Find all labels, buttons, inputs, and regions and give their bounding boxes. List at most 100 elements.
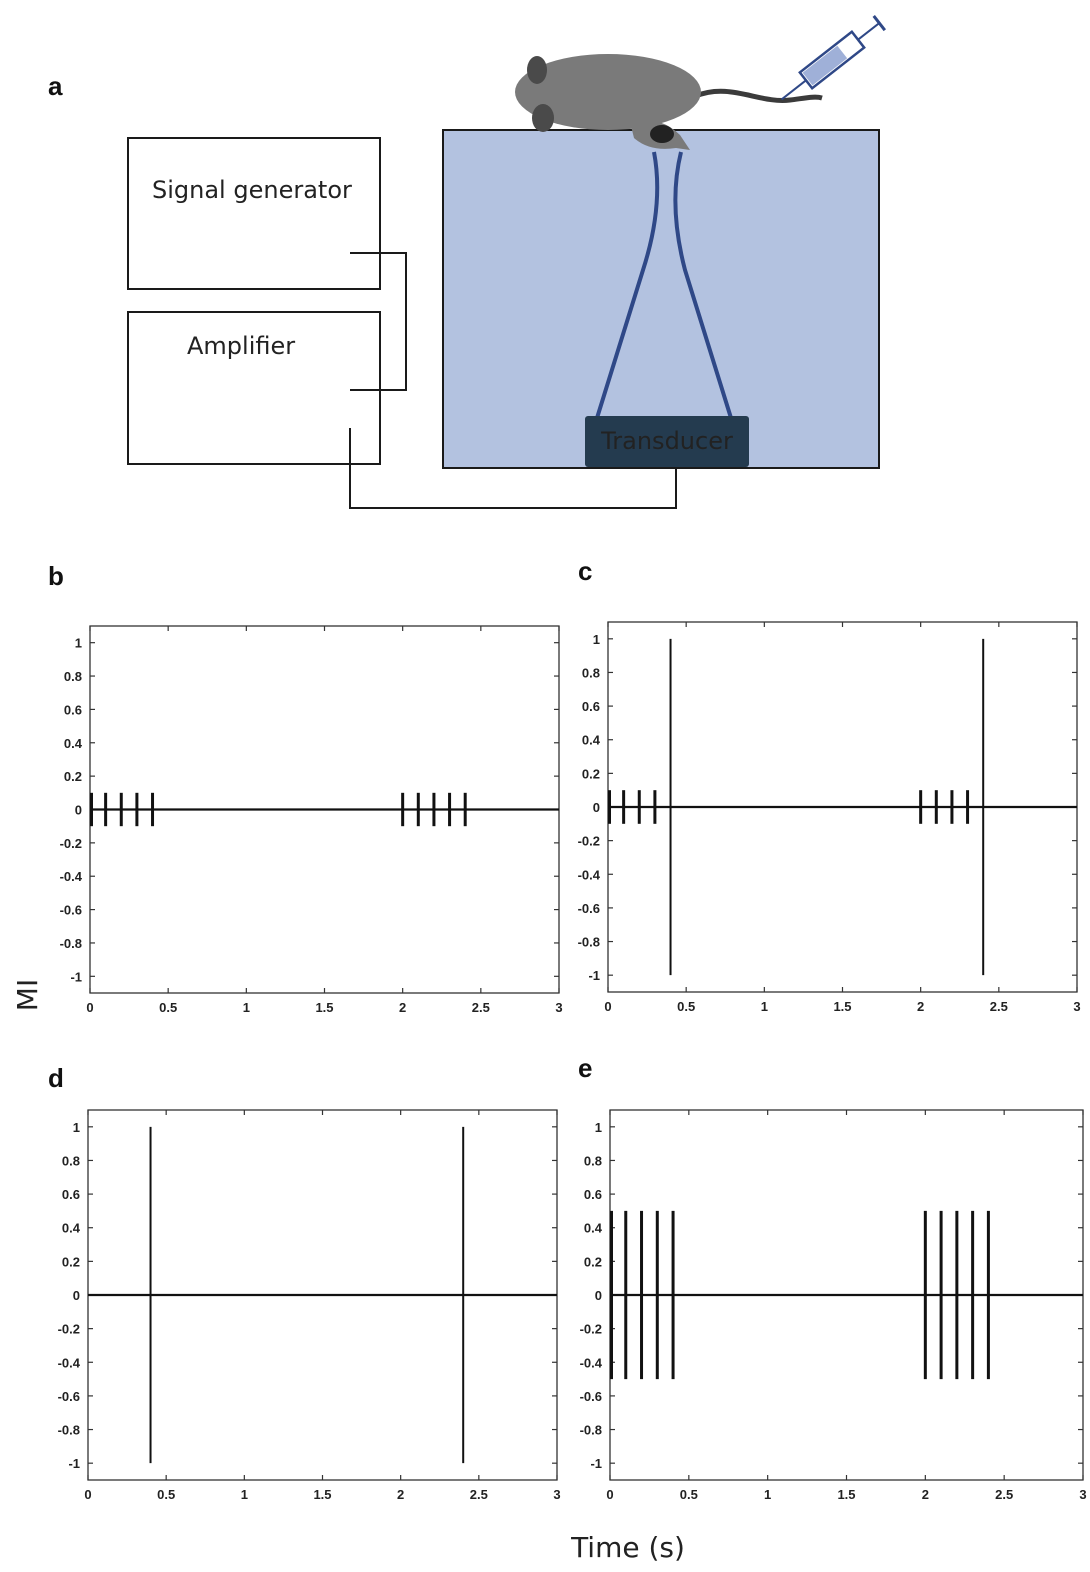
y-tick-label: -0.2 — [58, 1322, 80, 1337]
y-tick-label: -0.4 — [58, 1355, 81, 1370]
x-tick-label: 2 — [399, 1000, 406, 1015]
x-tick-label: 1.5 — [313, 1487, 331, 1502]
y-tick-label: 0.4 — [62, 1221, 81, 1236]
x-tick-label: 2 — [397, 1487, 404, 1502]
x-tick-label: 0.5 — [159, 1000, 177, 1015]
x-tick-label: 2.5 — [995, 1487, 1013, 1502]
y-tick-label: -0.8 — [580, 1423, 602, 1438]
syringe-plunger-rod — [857, 22, 880, 41]
x-tick-label: 0.5 — [157, 1487, 175, 1502]
x-tick-label: 1.5 — [315, 1000, 333, 1015]
y-tick-label: 0.6 — [62, 1187, 80, 1202]
panel-label-e: e — [578, 1053, 592, 1083]
x-tick-label: 1 — [243, 1000, 250, 1015]
chart-panel-b: 0 0.5 1 1.5 2 2.5 3 -1 -0.8 -0.6 -0.4 -0.2 0 0.2 0.4 0.… — [60, 625, 563, 1015]
x-tick-label: 0 — [84, 1487, 91, 1502]
mouse-head-dark — [650, 125, 674, 143]
y-tick-label: -0.8 — [578, 935, 600, 950]
syringe-plunger-cap — [872, 15, 887, 32]
y-tick-label: 0.6 — [582, 699, 600, 714]
mouse-illustration — [515, 54, 823, 150]
syringe-fluid — [802, 45, 848, 86]
x-tick-label: 0 — [604, 999, 611, 1014]
y-tick-label: 0.2 — [64, 769, 82, 784]
mouse-tail — [695, 88, 823, 103]
wire-amplifier-to-transducer — [349, 428, 677, 509]
y-tick-label: 0.4 — [64, 736, 83, 751]
amplifier-label: Amplifier — [187, 332, 295, 360]
amplifier-box — [127, 311, 381, 465]
x-tick-label: 1.5 — [833, 999, 851, 1014]
transducer-label: Transducer — [600, 427, 733, 455]
x-tick-label: 3 — [1079, 1487, 1086, 1502]
x-tick-label: 1 — [764, 1487, 771, 1502]
y-tick-label: 0.2 — [62, 1254, 80, 1269]
y-tick-label: 0.8 — [584, 1153, 602, 1168]
x-tick-label: 0 — [606, 1487, 613, 1502]
x-tick-label: 3 — [1073, 999, 1080, 1014]
y-tick-label: -0.2 — [60, 836, 82, 851]
syringe-illustration — [780, 15, 887, 101]
x-tick-label: 0.5 — [677, 999, 695, 1014]
y-tick-label: 1 — [75, 636, 82, 651]
y-tick-label: 0.8 — [62, 1153, 80, 1168]
x-tick-label: 1.5 — [837, 1487, 855, 1502]
x-tick-label: 0 — [86, 1000, 93, 1015]
y-tick-label: 0 — [73, 1288, 80, 1303]
wire-generator-to-amplifier — [350, 252, 407, 391]
y-tick-label: -0.8 — [60, 936, 82, 951]
y-tick-label: 0.2 — [582, 766, 600, 781]
x-tick-label: 2.5 — [990, 999, 1008, 1014]
y-tick-label: -0.2 — [580, 1322, 602, 1337]
x-tick-label: 3 — [555, 1000, 562, 1015]
y-tick-label: -0.6 — [58, 1389, 80, 1404]
y-axis-title: MI — [11, 979, 44, 1011]
x-tick-label: 2 — [922, 1487, 929, 1502]
signal-generator-label: Signal generator — [152, 176, 352, 204]
horn-right-wall — [673, 151, 733, 419]
panel-label-c: c — [578, 556, 592, 586]
y-tick-label: 0.8 — [64, 669, 82, 684]
panel-label-b: b — [48, 561, 64, 591]
y-tick-label: 0.4 — [584, 1221, 603, 1236]
y-tick-label: 1 — [593, 632, 600, 647]
y-tick-label: 1 — [73, 1120, 80, 1135]
y-tick-label: -0.6 — [60, 903, 82, 918]
y-tick-label: -1 — [70, 969, 82, 984]
y-tick-label: -0.2 — [578, 834, 600, 849]
y-tick-label: -1 — [590, 1456, 602, 1471]
y-tick-label: 0.6 — [584, 1187, 602, 1202]
panel-label-d: d — [48, 1063, 64, 1093]
y-tick-label: -0.4 — [60, 869, 83, 884]
panel-label-a: a — [48, 71, 63, 101]
y-tick-label: -0.6 — [578, 901, 600, 916]
y-tick-label: 0 — [595, 1288, 602, 1303]
y-tick-label: -1 — [68, 1456, 80, 1471]
x-tick-label: 1 — [241, 1487, 248, 1502]
y-tick-label: 0 — [75, 803, 82, 818]
mouse-body — [515, 54, 701, 130]
chart-panel-d: 0 0.5 1 1.5 2 2.5 3 -1 -0.8 -0.6 -0.4 -0.2 0 0.2 0.4 0.… — [58, 1109, 561, 1502]
y-tick-label: -0.8 — [58, 1423, 80, 1438]
y-tick-label: -0.4 — [580, 1355, 603, 1370]
syringe-needle — [780, 79, 807, 101]
chart-panel-c: 0 0.5 1 1.5 2 2.5 3 -1 -0.8 -0.6 -0.4 -0.2 0 0.2 0.4 0.… — [578, 621, 1081, 1014]
mouse-ear-top — [527, 56, 547, 84]
transducer — [585, 416, 749, 467]
y-tick-label: 1 — [595, 1120, 602, 1135]
water-tank — [442, 129, 880, 469]
y-tick-label: 0.2 — [584, 1254, 602, 1269]
x-tick-label: 3 — [553, 1487, 560, 1502]
y-tick-label: -1 — [588, 968, 600, 983]
chart-panel-e: 0 0.5 1 1.5 2 2.5 3 -1 -0.8 -0.6 -0.4 -0.2 0 0.2 0.4 0.… — [580, 1109, 1087, 1502]
x-tick-label: 2 — [917, 999, 924, 1014]
mouse-ear-bottom — [532, 104, 554, 132]
signal-generator-box — [127, 137, 381, 290]
y-tick-label: 0.8 — [582, 665, 600, 680]
x-axis-title: Time (s) — [570, 1531, 685, 1564]
x-tick-label: 2.5 — [472, 1000, 490, 1015]
y-tick-label: -0.4 — [578, 867, 601, 882]
y-tick-label: 0.4 — [582, 733, 601, 748]
x-tick-label: 0.5 — [680, 1487, 698, 1502]
